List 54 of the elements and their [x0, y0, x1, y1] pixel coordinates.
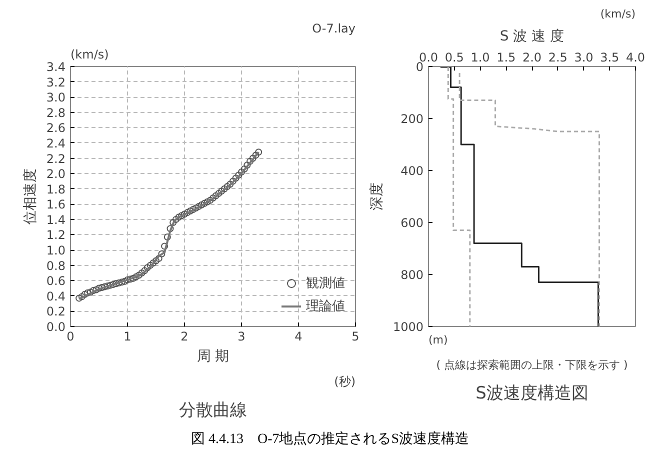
y-tick-label: 1000: [392, 320, 424, 334]
y-tick-label: 2.2: [46, 152, 66, 166]
y-tick-label: 2.8: [46, 106, 66, 120]
text: 分散曲線: [179, 400, 247, 420]
x-tick-label: 5: [352, 330, 360, 344]
y-tick-label: 0: [416, 60, 424, 74]
x-tick-label: 1.5: [496, 50, 516, 64]
y-tick-label: 2.0: [46, 167, 66, 182]
y-tick-label: 1.4: [46, 212, 66, 227]
legend-label: 理論値: [306, 298, 345, 315]
x-tick-label: 2.5: [548, 50, 568, 64]
x-tick-label: 3.5: [600, 50, 620, 64]
y-tick-label: 2.6: [46, 121, 66, 136]
x-tick-label: 3: [238, 330, 246, 344]
y-tick-label: 0.2: [46, 304, 66, 319]
y-tick-label: 0.4: [46, 289, 66, 304]
y-tick-label: 400: [400, 164, 424, 178]
x-tick-label: 0.5: [444, 50, 464, 64]
text: (秒): [334, 374, 356, 388]
text: (m): [428, 334, 448, 346]
text: S波速度構造図: [476, 384, 588, 404]
y-tick-label: 0.0: [46, 320, 66, 334]
y-tick-label: 600: [400, 216, 424, 230]
x-tick-label: 1.0: [470, 50, 490, 64]
y-tick-label: 3.2: [46, 75, 66, 90]
x-tick-label: 2.0: [522, 50, 542, 64]
y-tick-label: 3.4: [46, 60, 66, 74]
x-tick-label: 0: [66, 330, 74, 344]
x-tick-label: 4.0: [626, 50, 646, 64]
x-tick-label: 3.0: [574, 50, 594, 64]
y-axis-title: 位相速度: [22, 168, 38, 224]
line-series: [447, 66, 471, 326]
caption: 図 4.4.13 O-7地点の推定されるS波速度構造: [190, 430, 470, 449]
y-tick-label: 2.4: [46, 136, 66, 150]
y-tick-label: 200: [400, 112, 424, 126]
y-tick-label: 0.6: [46, 274, 66, 288]
y-tick-label: 1.6: [46, 198, 66, 212]
x-tick-label: 1: [124, 330, 132, 344]
y-tick-label: 1.2: [46, 228, 66, 242]
y-tick-label: 0.8: [46, 258, 66, 273]
y-tick-label: 800: [400, 268, 424, 282]
legend-label: 観測値: [306, 275, 345, 292]
y-axis-title: 深度: [368, 182, 385, 210]
x-tick-label: 2: [180, 330, 188, 344]
x-axis-title: 周 期: [196, 348, 230, 364]
text: O-7.lay: [312, 22, 356, 36]
text: (km/s): [70, 48, 109, 62]
text: (km/s): [600, 8, 636, 20]
x-tick-label: 4: [294, 330, 302, 344]
y-tick-label: 1.8: [46, 182, 66, 196]
y-tick-label: 1.0: [46, 244, 66, 258]
x-axis-title: S 波 速 度: [500, 28, 564, 44]
y-tick-label: 3.0: [46, 90, 66, 105]
text: ( 点線は探索範囲の上限・下限を示す ): [436, 358, 628, 372]
